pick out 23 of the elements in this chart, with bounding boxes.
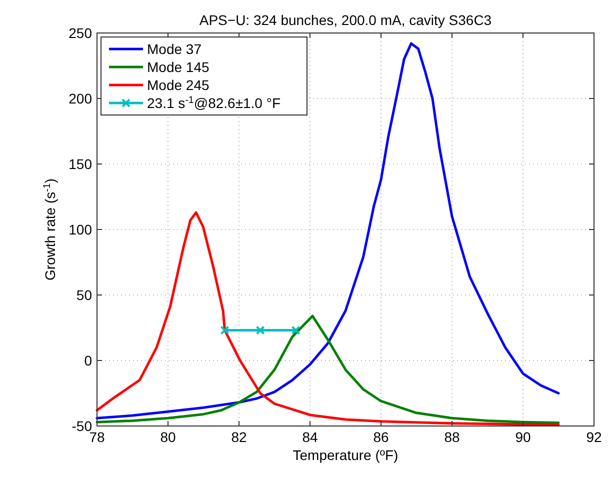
x-tick-label: 82 [231,429,247,445]
y-tick-label: 0 [84,352,92,368]
y-tick-label: 150 [68,156,92,172]
x-tick-label: 90 [515,429,531,445]
legend-label: Mode 245 [147,77,210,93]
line-series [96,211,560,426]
legend-label: Mode 37 [147,41,202,57]
y-tick-label: 100 [68,222,92,238]
y-tick-label: 200 [68,90,92,106]
x-tick-label: 80 [160,429,176,445]
y-tick-label: 50 [76,287,92,303]
x-tick-label: 92 [586,429,602,445]
x-axis-title: Temperature (ºF) [292,447,398,463]
legend-label: 23.1 s$^{-1}$@82.6±1.0 °F [147,94,281,111]
y-tick-label: 250 [68,25,92,41]
x-tick-label: 86 [373,429,389,445]
chart-title: APS−U: 324 bunches, 200.0 mA, cavity S36C3 [199,12,492,28]
line-series [96,42,560,420]
line-series [96,314,560,424]
y-tick-label: -50 [72,418,92,434]
x-tick-label: 88 [444,429,460,445]
legend-label: Mode 145 [147,59,210,75]
x-tick-label: 84 [302,429,318,445]
